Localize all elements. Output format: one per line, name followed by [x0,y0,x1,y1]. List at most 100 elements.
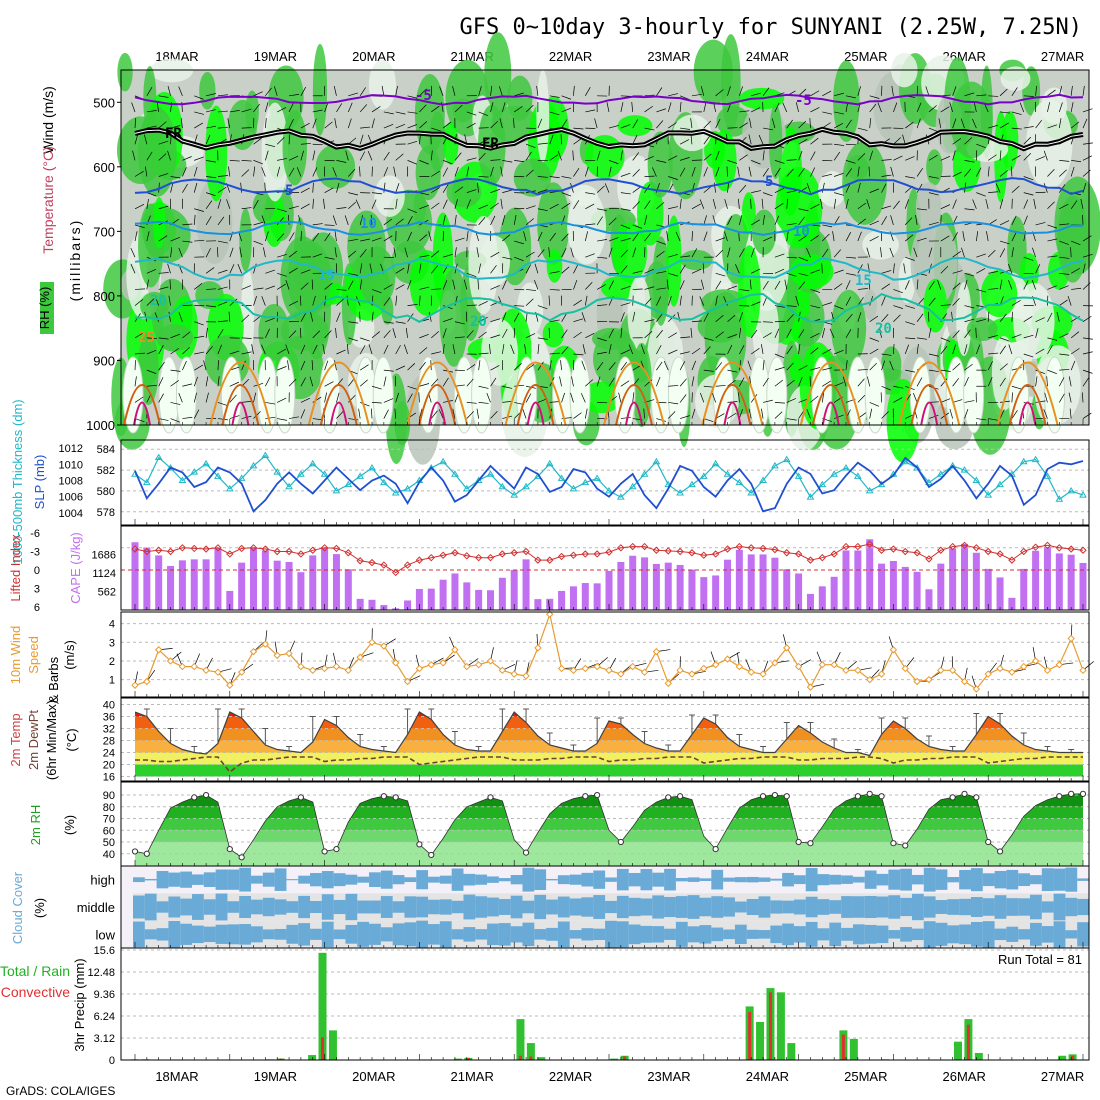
thickness-point [830,470,839,477]
wind-barb [643,408,645,419]
thickness-tick-label: 580 [97,486,115,498]
wind-barb [739,248,745,258]
rh-shading [484,32,512,117]
thickness-point [877,480,886,488]
wind-barb [774,411,783,419]
wind-barb [1059,353,1070,356]
wind-barb [834,111,844,115]
precip-convective-bar [623,1056,627,1060]
wind-barb [442,280,448,290]
cape-bar [700,577,708,610]
lifted-index-point [1067,545,1075,553]
wind-speed-point [996,664,1004,673]
wind-barb [134,299,144,306]
wind-barb [205,200,213,209]
wind-barb [976,289,987,293]
wind-barb [442,199,448,209]
wind-barb [893,102,898,113]
slp-line [134,456,1084,513]
cloud-cell [569,874,582,885]
wind-speed-point [628,662,637,671]
wind-barb [1047,337,1058,341]
wind-barb [668,122,677,129]
rh-point [297,794,304,801]
wind-barb [371,106,381,113]
thickness-point [1031,455,1040,463]
wind-barb [288,232,295,242]
cape-bar [285,561,293,610]
wind-barb [430,150,433,161]
wind-barb [656,345,662,355]
wind-barb [905,321,915,326]
wind-barb [751,301,761,306]
lifted-index-point [498,550,507,558]
wind-barb [668,349,678,355]
wind-barb [407,111,418,114]
wind-barb [395,218,404,226]
wind-barb [170,333,180,339]
wind-speed-point [474,661,483,669]
wind-speed-point [1055,661,1064,669]
wind-barb [537,231,543,242]
wind-barb [466,272,477,278]
cloud-cell [1077,898,1090,916]
wind-barb [735,264,740,274]
precip-convective-bar [841,1034,845,1060]
wind-barb [810,203,820,210]
cape-bar [664,562,672,610]
wind-barb [419,192,430,196]
wind-barb [857,312,862,322]
thickness-slp-panel [120,439,1090,526]
warm-contour [526,401,545,426]
lifted-index-point [380,561,388,569]
wind-barb [573,318,584,323]
cape-bar [309,555,317,610]
wind-barb [656,296,661,306]
thickness-point [581,478,590,486]
wind-barb [700,392,705,403]
rh-shading [443,121,459,165]
wind-barb [537,118,543,129]
wind-barb [346,295,349,306]
wind-barb [407,385,418,390]
wind-barb [632,152,640,161]
thickness-point [225,484,234,492]
cloud-cell [345,924,358,944]
wind-barb [1070,267,1080,274]
wind-barb [869,362,878,371]
wind-barb [869,95,880,99]
wind-speed-point [285,649,293,658]
wind-barb [726,166,728,177]
cape-bar [676,564,684,610]
wind-barb [999,377,1006,387]
temperature-contour-5 [134,177,1084,196]
wind-barb [371,402,383,404]
temperature-tick-label: 20 [103,760,115,772]
cloud-cell [262,872,276,887]
wind-barb [952,251,961,258]
thickness-point [676,489,684,496]
rh-point [985,838,992,846]
wind-barb [1035,85,1037,96]
wind-speed-point [1079,666,1087,675]
cloud-cell [888,930,901,939]
wind-barb [395,111,406,115]
wind-barb [253,166,256,177]
wind-barb [194,364,204,371]
wind-barb [1047,124,1058,129]
wind-barb [774,102,780,113]
bottom-date-label: 27MAR [1041,1069,1084,1084]
rh-shading [536,69,550,163]
wind-barb [604,183,610,193]
rh-dry-column [766,356,788,434]
cape-bar [534,599,542,610]
wind-barb [573,279,578,290]
wind-barb [158,393,164,403]
wind-barb [774,160,785,164]
lifted-index-point [249,544,258,552]
wind-barb [1059,285,1069,290]
lifted-index-point [439,551,447,559]
wind-barb [749,279,752,290]
thickness-point [308,459,317,467]
rh-panel [120,781,1090,867]
